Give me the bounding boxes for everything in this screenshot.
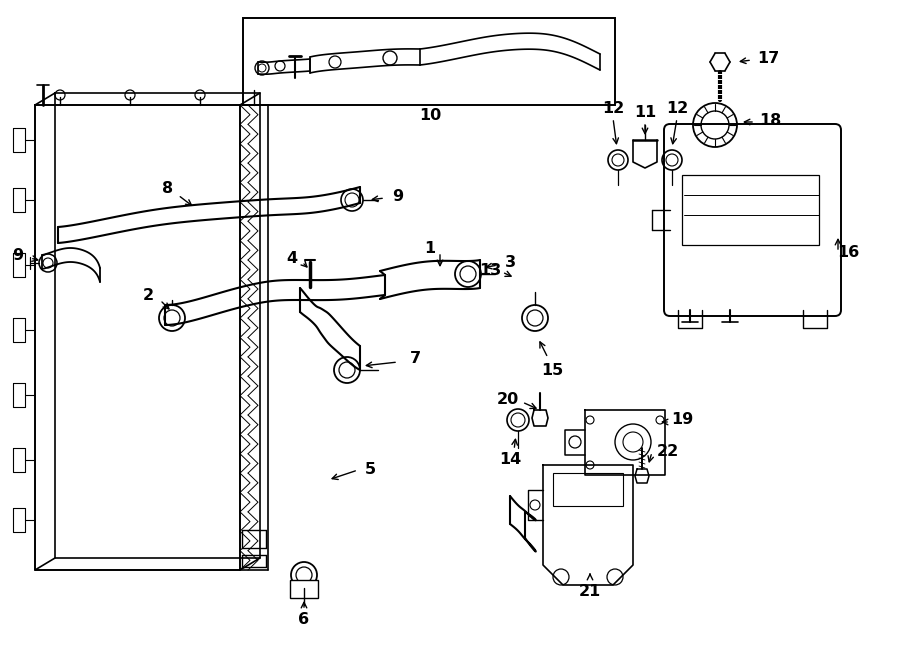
Text: 15: 15 (541, 363, 563, 377)
Text: 2: 2 (142, 287, 154, 303)
Text: 5: 5 (364, 463, 375, 477)
Text: 21: 21 (579, 585, 601, 600)
Text: 20: 20 (497, 393, 519, 408)
Text: 12: 12 (602, 101, 624, 115)
Text: 12: 12 (666, 101, 688, 115)
Text: 19: 19 (670, 412, 693, 428)
Bar (243, 18, 615, 105)
Text: 22: 22 (657, 444, 680, 459)
Text: 6: 6 (299, 612, 310, 628)
Bar (553, 473, 623, 506)
Text: 9: 9 (13, 248, 23, 263)
Text: 13: 13 (479, 263, 501, 277)
Text: 18: 18 (759, 113, 781, 128)
FancyBboxPatch shape (664, 124, 841, 316)
Bar (682, 175, 819, 245)
Bar (290, 580, 318, 598)
Text: 4: 4 (286, 250, 298, 265)
Text: 9: 9 (392, 189, 403, 203)
Text: 11: 11 (634, 105, 656, 120)
Text: 7: 7 (410, 350, 420, 365)
Text: 14: 14 (499, 453, 521, 467)
Text: 3: 3 (504, 254, 516, 269)
Text: 10: 10 (418, 107, 441, 122)
Text: 16: 16 (837, 244, 859, 260)
Text: 1: 1 (425, 240, 436, 256)
Text: 8: 8 (162, 181, 174, 195)
Text: 17: 17 (757, 50, 779, 66)
